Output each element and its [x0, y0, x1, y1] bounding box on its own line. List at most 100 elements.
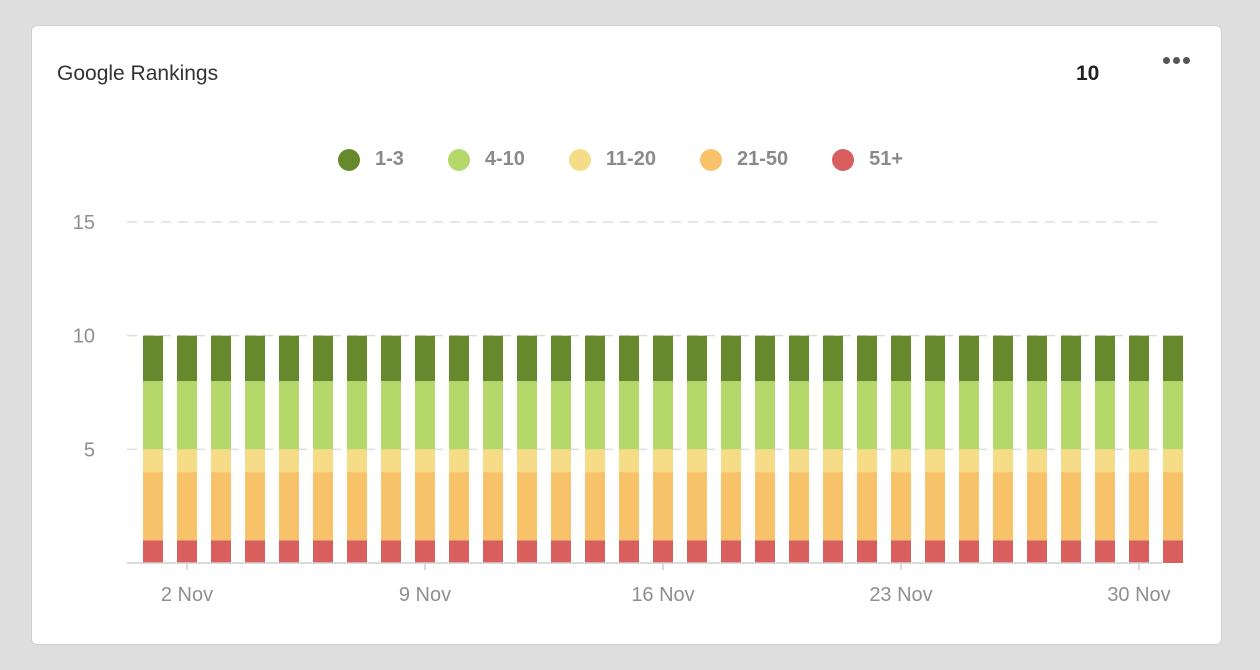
bar-segment-51+: [381, 540, 401, 563]
bar-segment-4-10: [993, 381, 1013, 450]
menu-dot: [1172, 56, 1180, 64]
bar-segment-4-10: [245, 381, 265, 450]
bar-segment-11-20: [449, 449, 469, 473]
card-title: Google Rankings: [57, 62, 219, 85]
bar-segment-21-50: [347, 472, 367, 541]
bar-segment-51+: [619, 540, 639, 563]
legend-item-21-50[interactable]: 21-50: [699, 148, 788, 171]
legend-item-4-10[interactable]: 4-10: [447, 148, 525, 171]
bar-segment-4-10: [857, 381, 877, 450]
bar-segment-11-20: [959, 449, 979, 473]
x-tick-label: 16 Nov: [631, 584, 694, 606]
total-keywords-count: 10: [1076, 62, 1100, 85]
more-options-icon[interactable]: [1156, 48, 1196, 72]
bar-segment-4-10: [483, 381, 503, 450]
bar-segment-21-50: [551, 472, 571, 541]
menu-dot: [1182, 56, 1190, 64]
bar-segment-51+: [313, 540, 333, 563]
bar-segment-4-10: [891, 381, 911, 450]
bar-segment-51+: [211, 540, 231, 563]
bar-segment-1-3: [789, 335, 809, 382]
bar-segment-1-3: [415, 335, 435, 382]
bar-segment-4-10: [143, 381, 163, 450]
y-tick-label: 10: [73, 326, 95, 348]
bar-segment-4-10: [721, 381, 741, 450]
bar-segment-51+: [347, 540, 367, 563]
bar-segment-1-3: [1027, 335, 1047, 382]
bar-segment-21-50: [891, 472, 911, 541]
bar-segment-11-20: [585, 449, 605, 473]
bar-segment-21-50: [1129, 472, 1149, 541]
bar-segment-21-50: [1061, 472, 1081, 541]
bar-segment-1-3: [449, 335, 469, 382]
bar-segment-1-3: [721, 335, 741, 382]
google-rankings-card: Google Rankings 10 1-3 4-10 11-20 21-50 51+ …: [31, 25, 1222, 645]
legend-label: 4-10: [484, 148, 525, 170]
bar-segment-51+: [517, 540, 537, 563]
bar-segment-11-20: [993, 449, 1013, 473]
bar-segment-21-50: [211, 472, 231, 541]
legend-swatch: [568, 148, 591, 171]
bar-segment-51+: [1163, 540, 1183, 563]
bar-segment-21-50: [143, 472, 163, 541]
bar-segment-1-3: [585, 335, 605, 382]
x-tick-label: 30 Nov: [1107, 584, 1170, 606]
bar-segment-4-10: [517, 381, 537, 450]
bar-segment-21-50: [415, 472, 435, 541]
bar-segment-21-50: [823, 472, 843, 541]
bar-segment-11-20: [381, 449, 401, 473]
legend-item-1-3[interactable]: 1-3: [337, 148, 404, 171]
bar-segment-4-10: [1095, 381, 1115, 450]
bar-segment-1-3: [619, 335, 639, 382]
bar-segment-11-20: [517, 449, 537, 473]
bar-segment-1-3: [483, 335, 503, 382]
bar-segment-4-10: [823, 381, 843, 450]
bar-segment-11-20: [245, 449, 265, 473]
bar-segment-11-20: [823, 449, 843, 473]
bar-segment-51+: [789, 540, 809, 563]
bar-segment-51+: [823, 540, 843, 563]
bar-segment-11-20: [551, 449, 571, 473]
bar-segment-11-20: [177, 449, 197, 473]
bar-segment-11-20: [1129, 449, 1149, 473]
bar-segment-4-10: [653, 381, 673, 450]
bar-segment-51+: [1061, 540, 1081, 563]
legend-swatch: [337, 148, 360, 171]
bar-segment-51+: [449, 540, 469, 563]
legend-swatch: [699, 148, 722, 171]
bar-segment-51+: [143, 540, 163, 563]
bar-segment-21-50: [721, 472, 741, 541]
legend-swatch: [832, 148, 855, 171]
bar-segment-11-20: [1061, 449, 1081, 473]
bar-segment-1-3: [653, 335, 673, 382]
bar-segment-51+: [891, 540, 911, 563]
bar-segment-51+: [721, 540, 741, 563]
bar-segment-4-10: [585, 381, 605, 450]
legend-item-51+[interactable]: 51+: [832, 148, 903, 171]
legend-swatch: [447, 148, 470, 171]
y-tick-label: 5: [84, 439, 95, 461]
bar-segment-21-50: [483, 472, 503, 541]
bar-segment-51+: [959, 540, 979, 563]
bar-segment-4-10: [619, 381, 639, 450]
bar-segment-51+: [551, 540, 571, 563]
bar-segment-11-20: [415, 449, 435, 473]
bar-segment-21-50: [381, 472, 401, 541]
bar-segment-51+: [585, 540, 605, 563]
bar-segment-1-3: [1129, 335, 1149, 382]
legend-item-11-20[interactable]: 11-20: [568, 148, 656, 171]
bar-segment-51+: [483, 540, 503, 563]
bar-segment-4-10: [687, 381, 707, 450]
chart-legend: 1-3 4-10 11-20 21-50 51+: [32, 148, 1221, 171]
bar-segment-1-3: [687, 335, 707, 382]
y-tick-label: 15: [73, 212, 95, 234]
bar-segment-1-3: [177, 335, 197, 382]
bar-segment-21-50: [177, 472, 197, 541]
bar-segment-1-3: [551, 335, 571, 382]
legend-label: 1-3: [374, 148, 404, 170]
bar-segment-4-10: [959, 381, 979, 450]
bar-segment-51+: [245, 540, 265, 563]
bar-segment-21-50: [1095, 472, 1115, 541]
legend-label: 51+: [869, 148, 904, 170]
bar-segment-11-20: [653, 449, 673, 473]
